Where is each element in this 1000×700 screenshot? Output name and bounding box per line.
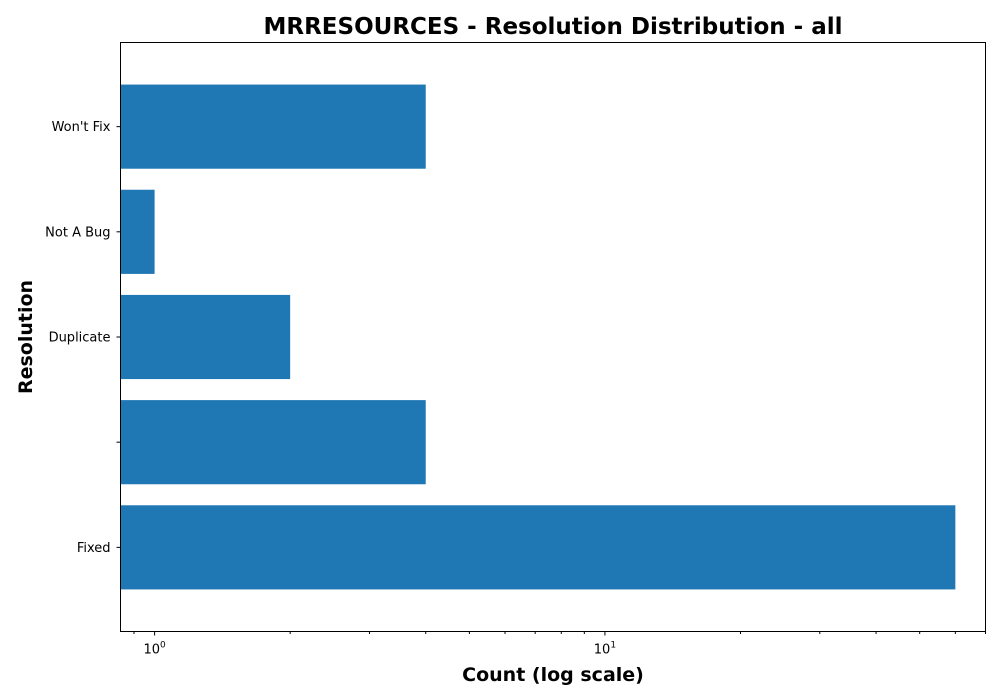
y-tick-label: Fixed: [77, 541, 111, 556]
bar-fixed: [120, 505, 956, 590]
y-axis-label: Resolution: [15, 280, 37, 394]
x-tick-label: 100: [143, 641, 166, 658]
x-axis-ticks: 100 101: [133, 631, 986, 658]
y-axis-ticks: Fixed Duplicate Not A Bug Won't Fix: [45, 120, 121, 556]
bar-won-t-fix: [120, 84, 426, 169]
bar-blank: [120, 400, 426, 485]
chart-title: MRRESOURCES - Resolution Distribution - …: [264, 14, 843, 40]
x-axis-label: Count (log scale): [462, 664, 644, 686]
bar-not-a-bug: [120, 189, 155, 274]
x-tick-label: 101: [594, 641, 616, 658]
bars-group: [120, 84, 956, 590]
y-tick-label: Duplicate: [49, 331, 111, 346]
y-tick-label: Not A Bug: [45, 225, 110, 240]
bar-duplicate: [120, 294, 291, 380]
y-tick-label: Won't Fix: [52, 120, 111, 135]
